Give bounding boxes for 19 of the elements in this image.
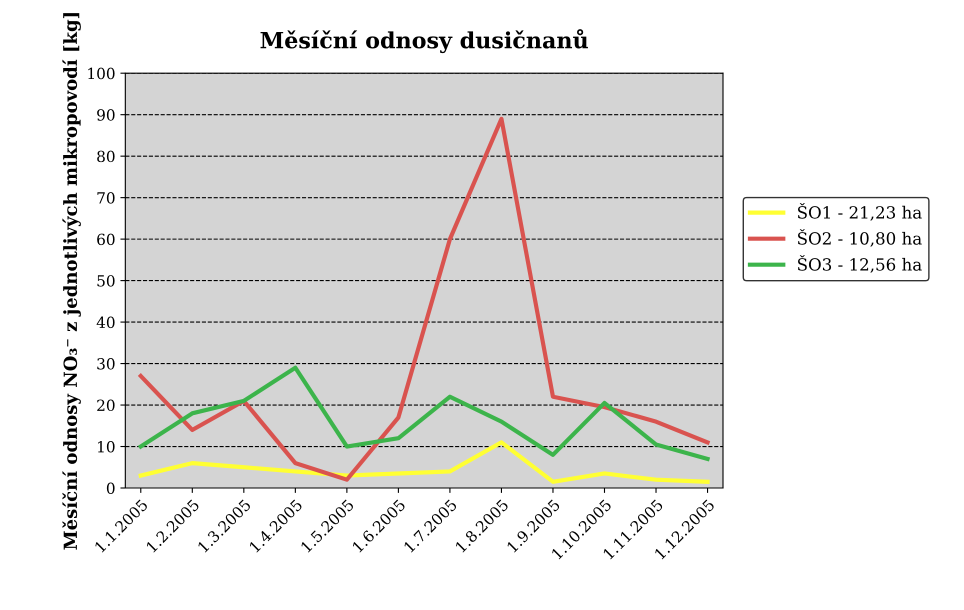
y-tick-label: 60 bbox=[97, 234, 115, 246]
y-tick-label: 80 bbox=[97, 150, 115, 162]
y-axis-title: Měsíční odnosy NO₃⁻ z jednotlivých mikropovodí [kg] bbox=[62, 13, 81, 550]
line-series bbox=[138, 440, 710, 484]
legend-label: ŠO2 - 10,80 ha bbox=[798, 229, 922, 247]
y-tick-label: 20 bbox=[97, 400, 115, 412]
y-tick-label: 100 bbox=[88, 68, 115, 80]
legend-label: ŠO3 - 12,56 ha bbox=[798, 255, 922, 273]
line-series bbox=[138, 366, 710, 462]
y-tick-label: 40 bbox=[96, 316, 115, 328]
y-tick-label: 70 bbox=[97, 192, 115, 204]
legend-label: ŠO1 - 21,23 ha bbox=[798, 203, 922, 221]
y-tick-label: 50 bbox=[97, 275, 115, 287]
y-tick-label: 10 bbox=[98, 440, 115, 453]
chart-title: Měsíční odnosy dusičnanů bbox=[260, 29, 588, 54]
y-tick-label: 30 bbox=[97, 358, 115, 370]
line-series bbox=[138, 116, 710, 482]
y-tick-label: 90 bbox=[97, 109, 115, 121]
y-tick-label: 0 bbox=[106, 482, 115, 494]
